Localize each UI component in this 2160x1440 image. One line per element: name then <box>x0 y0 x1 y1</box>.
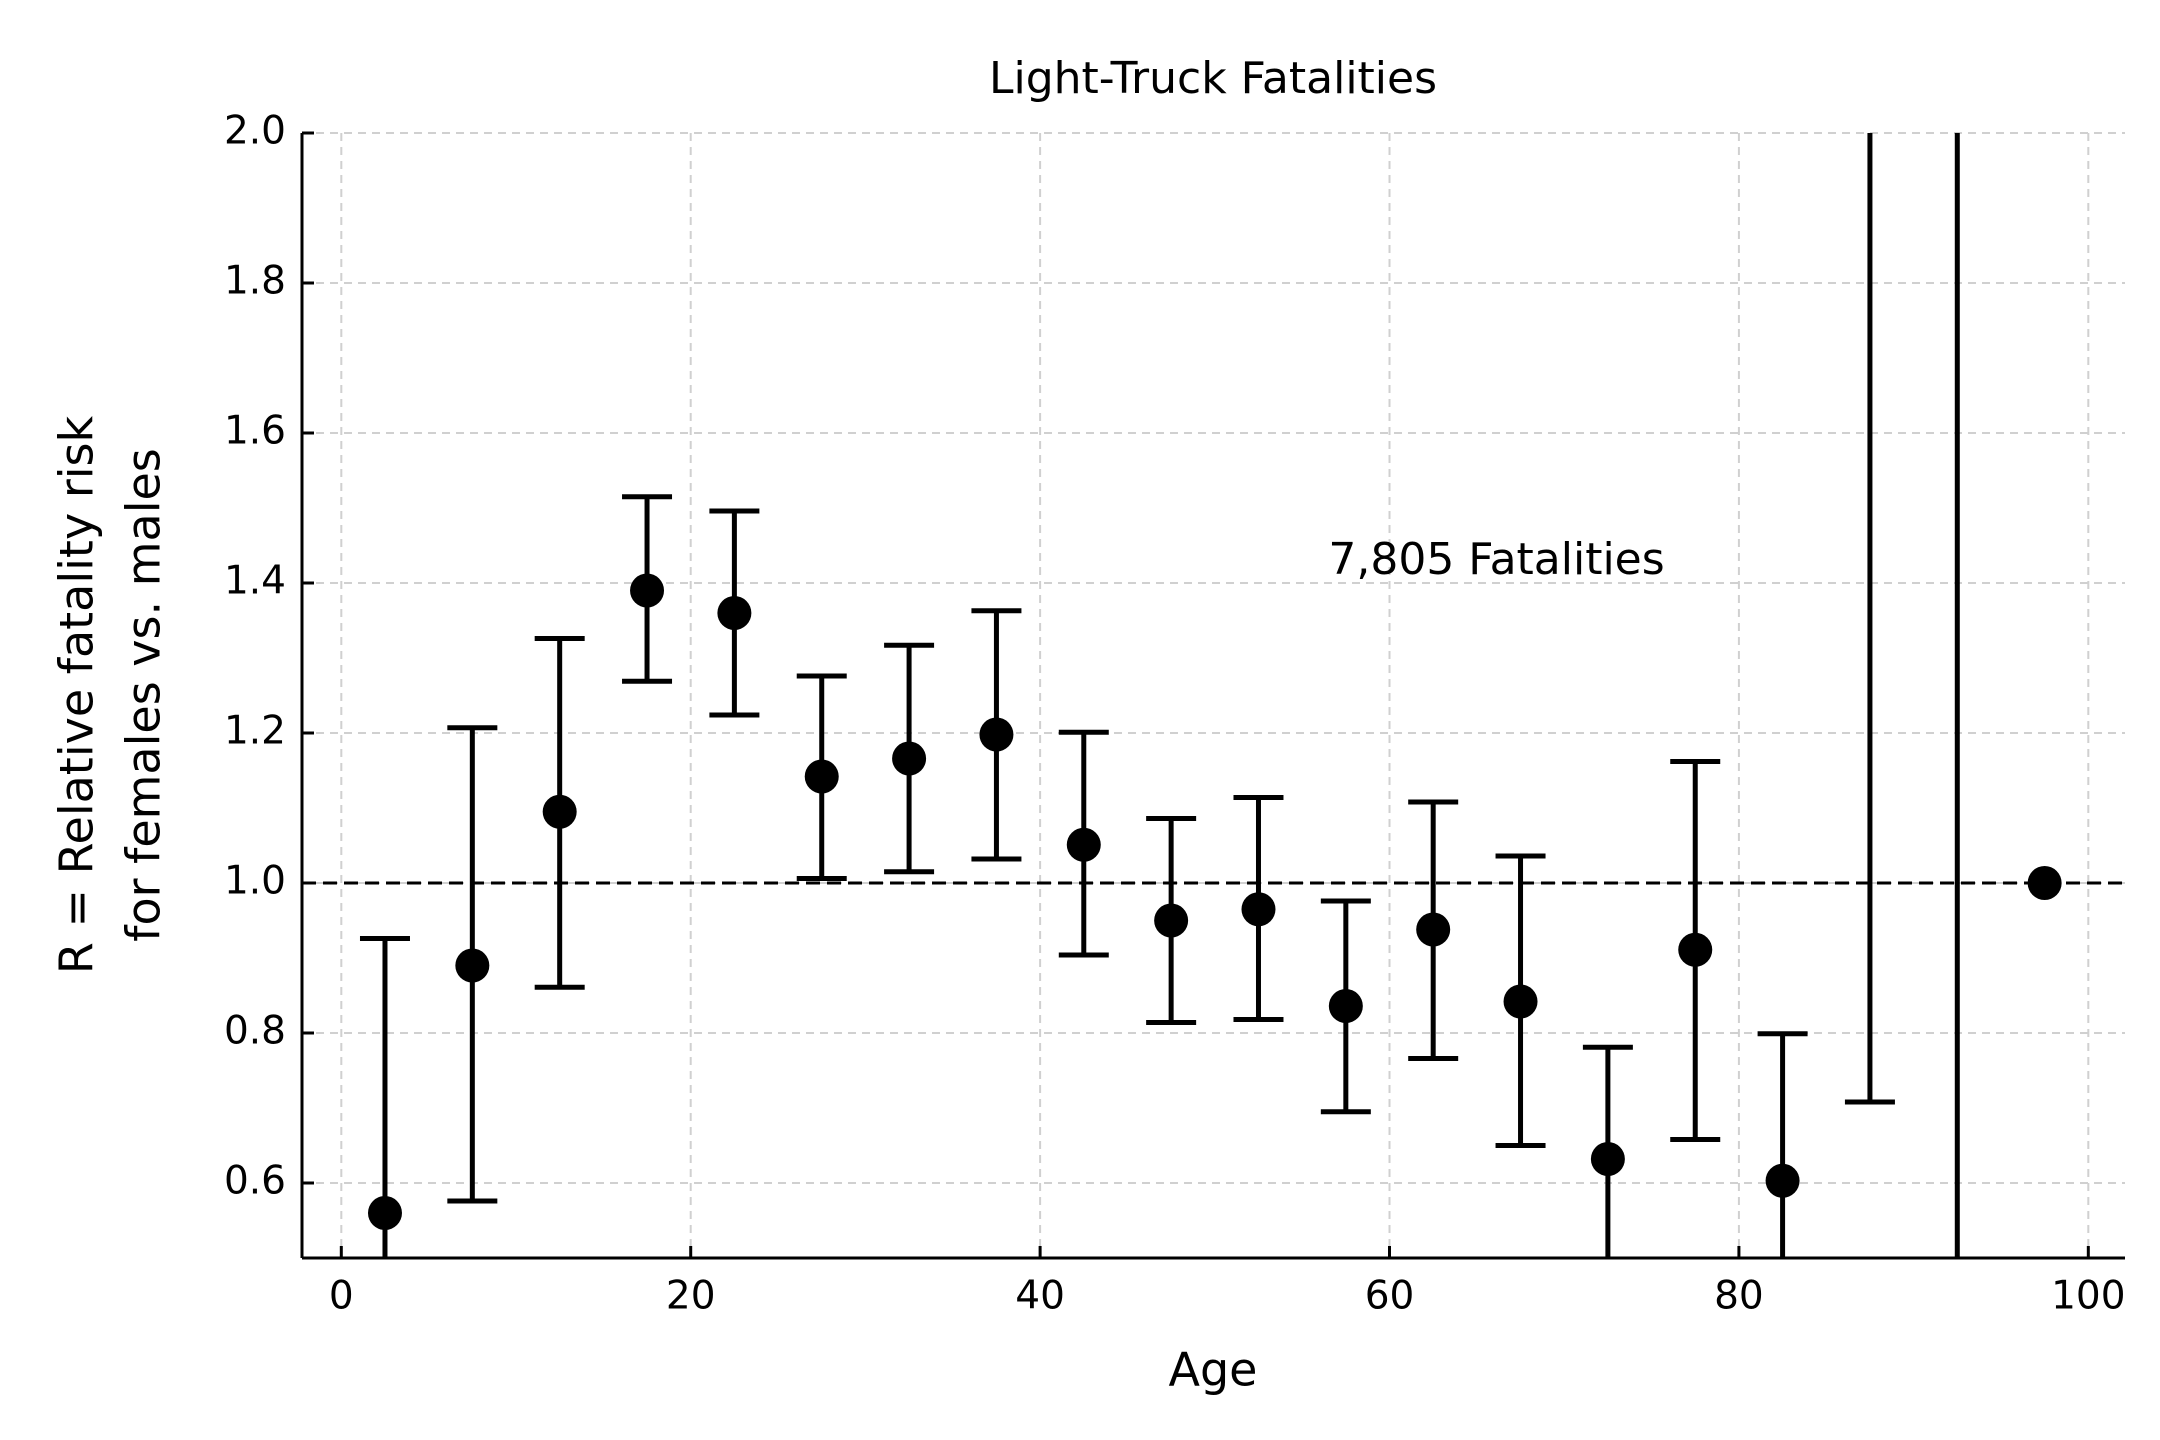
y-axis-label: R = Relative fatality risk <box>50 416 104 975</box>
data-point <box>2027 866 2062 900</box>
data-point <box>1590 1142 1625 1176</box>
data-point <box>1765 1163 1800 1198</box>
annotation: 7,805 Fatalities <box>1328 534 1664 585</box>
x-tick-label: 20 <box>666 1274 716 1319</box>
y-tick-label: 2.0 <box>224 109 286 154</box>
x-tick-label: 0 <box>329 1274 354 1319</box>
data-point <box>455 948 490 983</box>
plot-area <box>302 133 2125 1258</box>
x-tick-label: 100 <box>2051 1274 2125 1319</box>
x-tick-label: 60 <box>1365 1274 1415 1319</box>
data-point <box>892 741 927 776</box>
data-point <box>1416 912 1451 947</box>
y-tick-label: 1.0 <box>224 859 286 904</box>
data-point <box>542 794 577 829</box>
data-point <box>630 573 665 608</box>
axes: 0 20 40 60 80 100 0.6 0.8 1.0 1.2 1.4 1.6 1.8 2.0 <box>224 109 2126 1319</box>
y-tick-label: 1.6 <box>224 409 286 454</box>
data-point <box>1241 892 1276 927</box>
grid <box>302 132 2125 1258</box>
data-point <box>1154 903 1189 938</box>
data-point <box>804 759 839 794</box>
x-tick-label: 80 <box>1714 1274 1764 1319</box>
y-tick-label: 1.8 <box>224 259 286 304</box>
x-tick-label: 40 <box>1015 1274 1065 1319</box>
y-tick-label: 0.6 <box>224 1159 286 1204</box>
data-point <box>367 1196 402 1230</box>
y-tick-label: 1.2 <box>224 709 286 754</box>
data-point <box>979 717 1014 752</box>
data-point <box>1503 984 1538 1019</box>
data-point <box>1678 932 1713 967</box>
data-point <box>717 596 752 630</box>
y-tick-label: 1.4 <box>224 559 286 604</box>
data-point <box>1328 989 1363 1023</box>
x-axis-label: Age <box>1169 1343 1258 1397</box>
data-point <box>1066 827 1101 862</box>
chart-title: Light-Truck Fatalities <box>989 53 1437 104</box>
y-axis-label: for females vs. males <box>117 448 171 942</box>
y-tick-label: 0.8 <box>224 1009 286 1054</box>
